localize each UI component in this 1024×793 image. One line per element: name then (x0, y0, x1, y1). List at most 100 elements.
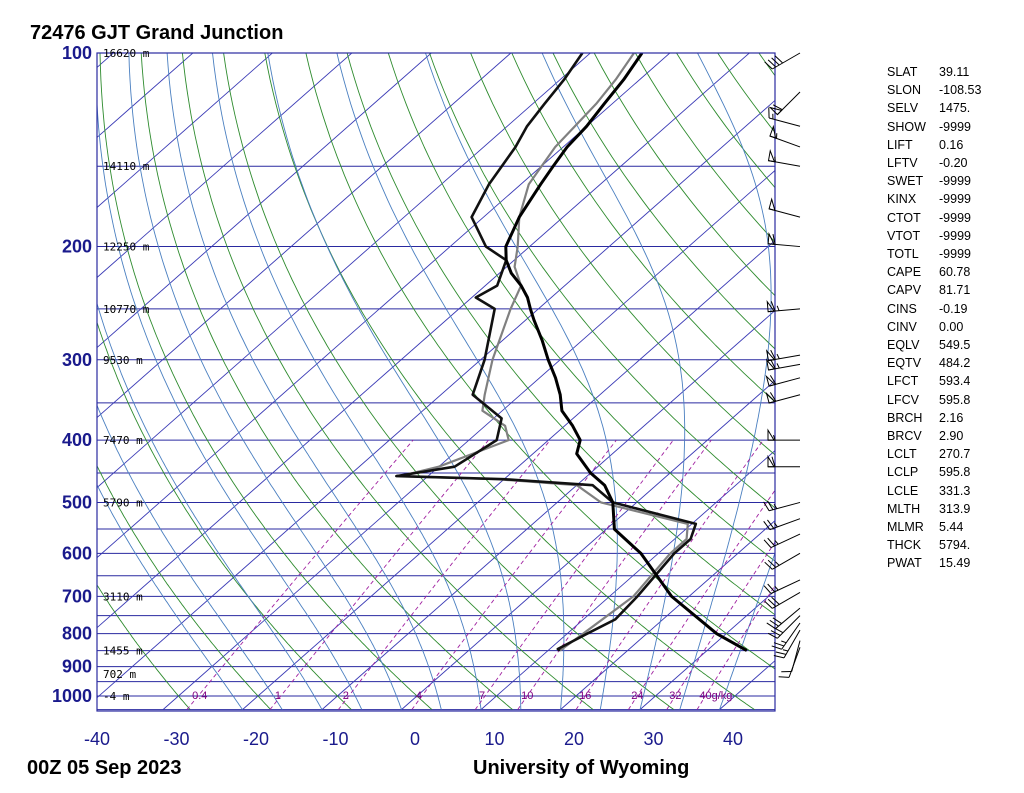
wind-barb-flag (767, 148, 776, 163)
source-label: University of Wyoming (473, 757, 689, 779)
wind-barb-staff (783, 629, 801, 659)
index-key: LFCT (887, 374, 919, 389)
plot-area: 0.4 1 2 4 7 10 16 24 32 40g/kg1002003004005006007… (52, 43, 801, 749)
index-row: TOTL -9999 (887, 245, 981, 263)
wind-barb-half-feather (773, 503, 778, 509)
index-row: SHOW -9999 (887, 118, 981, 136)
wind-barb (763, 500, 801, 512)
wind-barb-feather (767, 59, 777, 68)
index-key: CAPE (887, 265, 922, 280)
wind-barb-staff (768, 117, 801, 127)
temperature-tick-label: -20 (243, 729, 269, 749)
isotherm (97, 99, 775, 699)
wind-barb-feather (773, 654, 785, 659)
temperature-tick-label: -30 (163, 729, 189, 749)
index-key: VTOT (887, 228, 921, 243)
index-row: LIFT 0.16 (887, 136, 981, 154)
wind-barb-half-feather (782, 649, 789, 652)
height-label: 16620 m (103, 47, 150, 60)
height-label: 5790 m (103, 496, 143, 509)
station-title: 72476 GJT Grand Junction (30, 22, 283, 44)
wind-barb-staff (770, 579, 801, 594)
wind-barb-staff (770, 533, 801, 549)
mixing-ratio-label: 16 (579, 690, 591, 702)
mixing-ratio-line (628, 489, 775, 710)
isotherm (639, 590, 775, 710)
isotherm (97, 53, 115, 69)
wind-barb-feather (767, 598, 777, 607)
index-row: KINX -9999 (887, 190, 981, 208)
index-row: CINV 0.00 (887, 318, 981, 336)
wind-barb-half-feather (776, 305, 780, 311)
index-key: TOTL (887, 247, 919, 262)
pressure-tick-label: 900 (62, 657, 92, 677)
index-value: 2.16 (939, 410, 964, 425)
wind-barb-feather (767, 537, 775, 547)
wind-barb-feather (769, 375, 777, 385)
wind-barb-feather (767, 500, 774, 510)
dry-adiabat (429, 53, 775, 509)
wind-barb-feather (772, 617, 782, 624)
wind-barb (766, 299, 801, 313)
wind-barb-flag (765, 374, 776, 387)
index-value: -0.20 (939, 156, 968, 171)
height-label: 3110 m (103, 590, 143, 603)
stability-indices: SLAT 39.11 SLON -108.53 SELV 1475. SHOW -9999 LI… (887, 63, 981, 573)
wind-barb-flag (768, 197, 776, 212)
index-value: 39.11 (939, 65, 970, 79)
index-key: SELV (887, 101, 919, 116)
index-row: LFTV -0.20 (887, 154, 981, 172)
wind-barb (767, 148, 801, 167)
index-row: LFCV 595.8 (887, 391, 981, 409)
date-label: 00Z 05 Sep 2023 (27, 757, 182, 779)
height-label: 14110 m (103, 160, 150, 173)
wind-barb-staff (772, 52, 801, 70)
isotherm (97, 53, 592, 489)
plot-lines (97, 53, 775, 711)
mixing-ratio-label: 40g/kg (699, 690, 732, 702)
wind-barb (781, 640, 801, 673)
index-row: MLTH 313.9 (887, 500, 981, 518)
wind-barb-half-feather (773, 522, 778, 528)
isotherm (242, 239, 775, 710)
pressure-tick-label: 100 (62, 43, 92, 63)
wind-barb (763, 533, 801, 549)
dry-adiabat (97, 321, 352, 710)
mixing-ratio-label: 0.4 (192, 690, 207, 702)
dewpoint-trace (395, 53, 698, 652)
wind-barb-half-feather (774, 585, 779, 591)
temperature-tick-label: -40 (84, 729, 110, 749)
wind-barb-feather (771, 456, 776, 467)
index-key: SLAT (887, 65, 918, 79)
mixing-ratio-line (575, 439, 764, 710)
pressure-tick-label: 200 (62, 237, 92, 257)
isotherm (401, 379, 775, 710)
wind-barb-feather (764, 561, 773, 570)
dry-adiabat (264, 53, 755, 710)
index-key: PWAT (887, 556, 922, 571)
index-row: LCLT 270.7 (887, 445, 981, 463)
index-row: EQLV 549.5 (887, 336, 981, 354)
moist-adiabat (267, 53, 522, 710)
index-value: 2.90 (939, 429, 964, 444)
wind-barb-feather (775, 651, 787, 655)
index-key: LCLP (887, 465, 919, 480)
isotherm (321, 309, 775, 710)
wind-barb-feather (771, 57, 780, 66)
wind-barb (765, 374, 801, 387)
index-value: 5.44 (939, 520, 964, 535)
index-value: 549.5 (939, 338, 971, 353)
index-key: SLON (887, 83, 922, 98)
dry-adiabat (181, 53, 594, 710)
mixing-ratio-label: 2 (343, 690, 349, 702)
wind-barb (769, 124, 801, 148)
temperature-trace (504, 53, 748, 652)
temperature-tick-label: 0 (410, 729, 420, 749)
wind-barb-half-feather (781, 640, 787, 644)
wind-barb (763, 518, 801, 531)
wind-barb-feather (772, 234, 776, 245)
temperature-tick-label: -10 (322, 729, 348, 749)
wind-barb-staff (775, 607, 801, 630)
index-value: -0.19 (939, 301, 968, 316)
index-value: 60.78 (939, 265, 971, 280)
